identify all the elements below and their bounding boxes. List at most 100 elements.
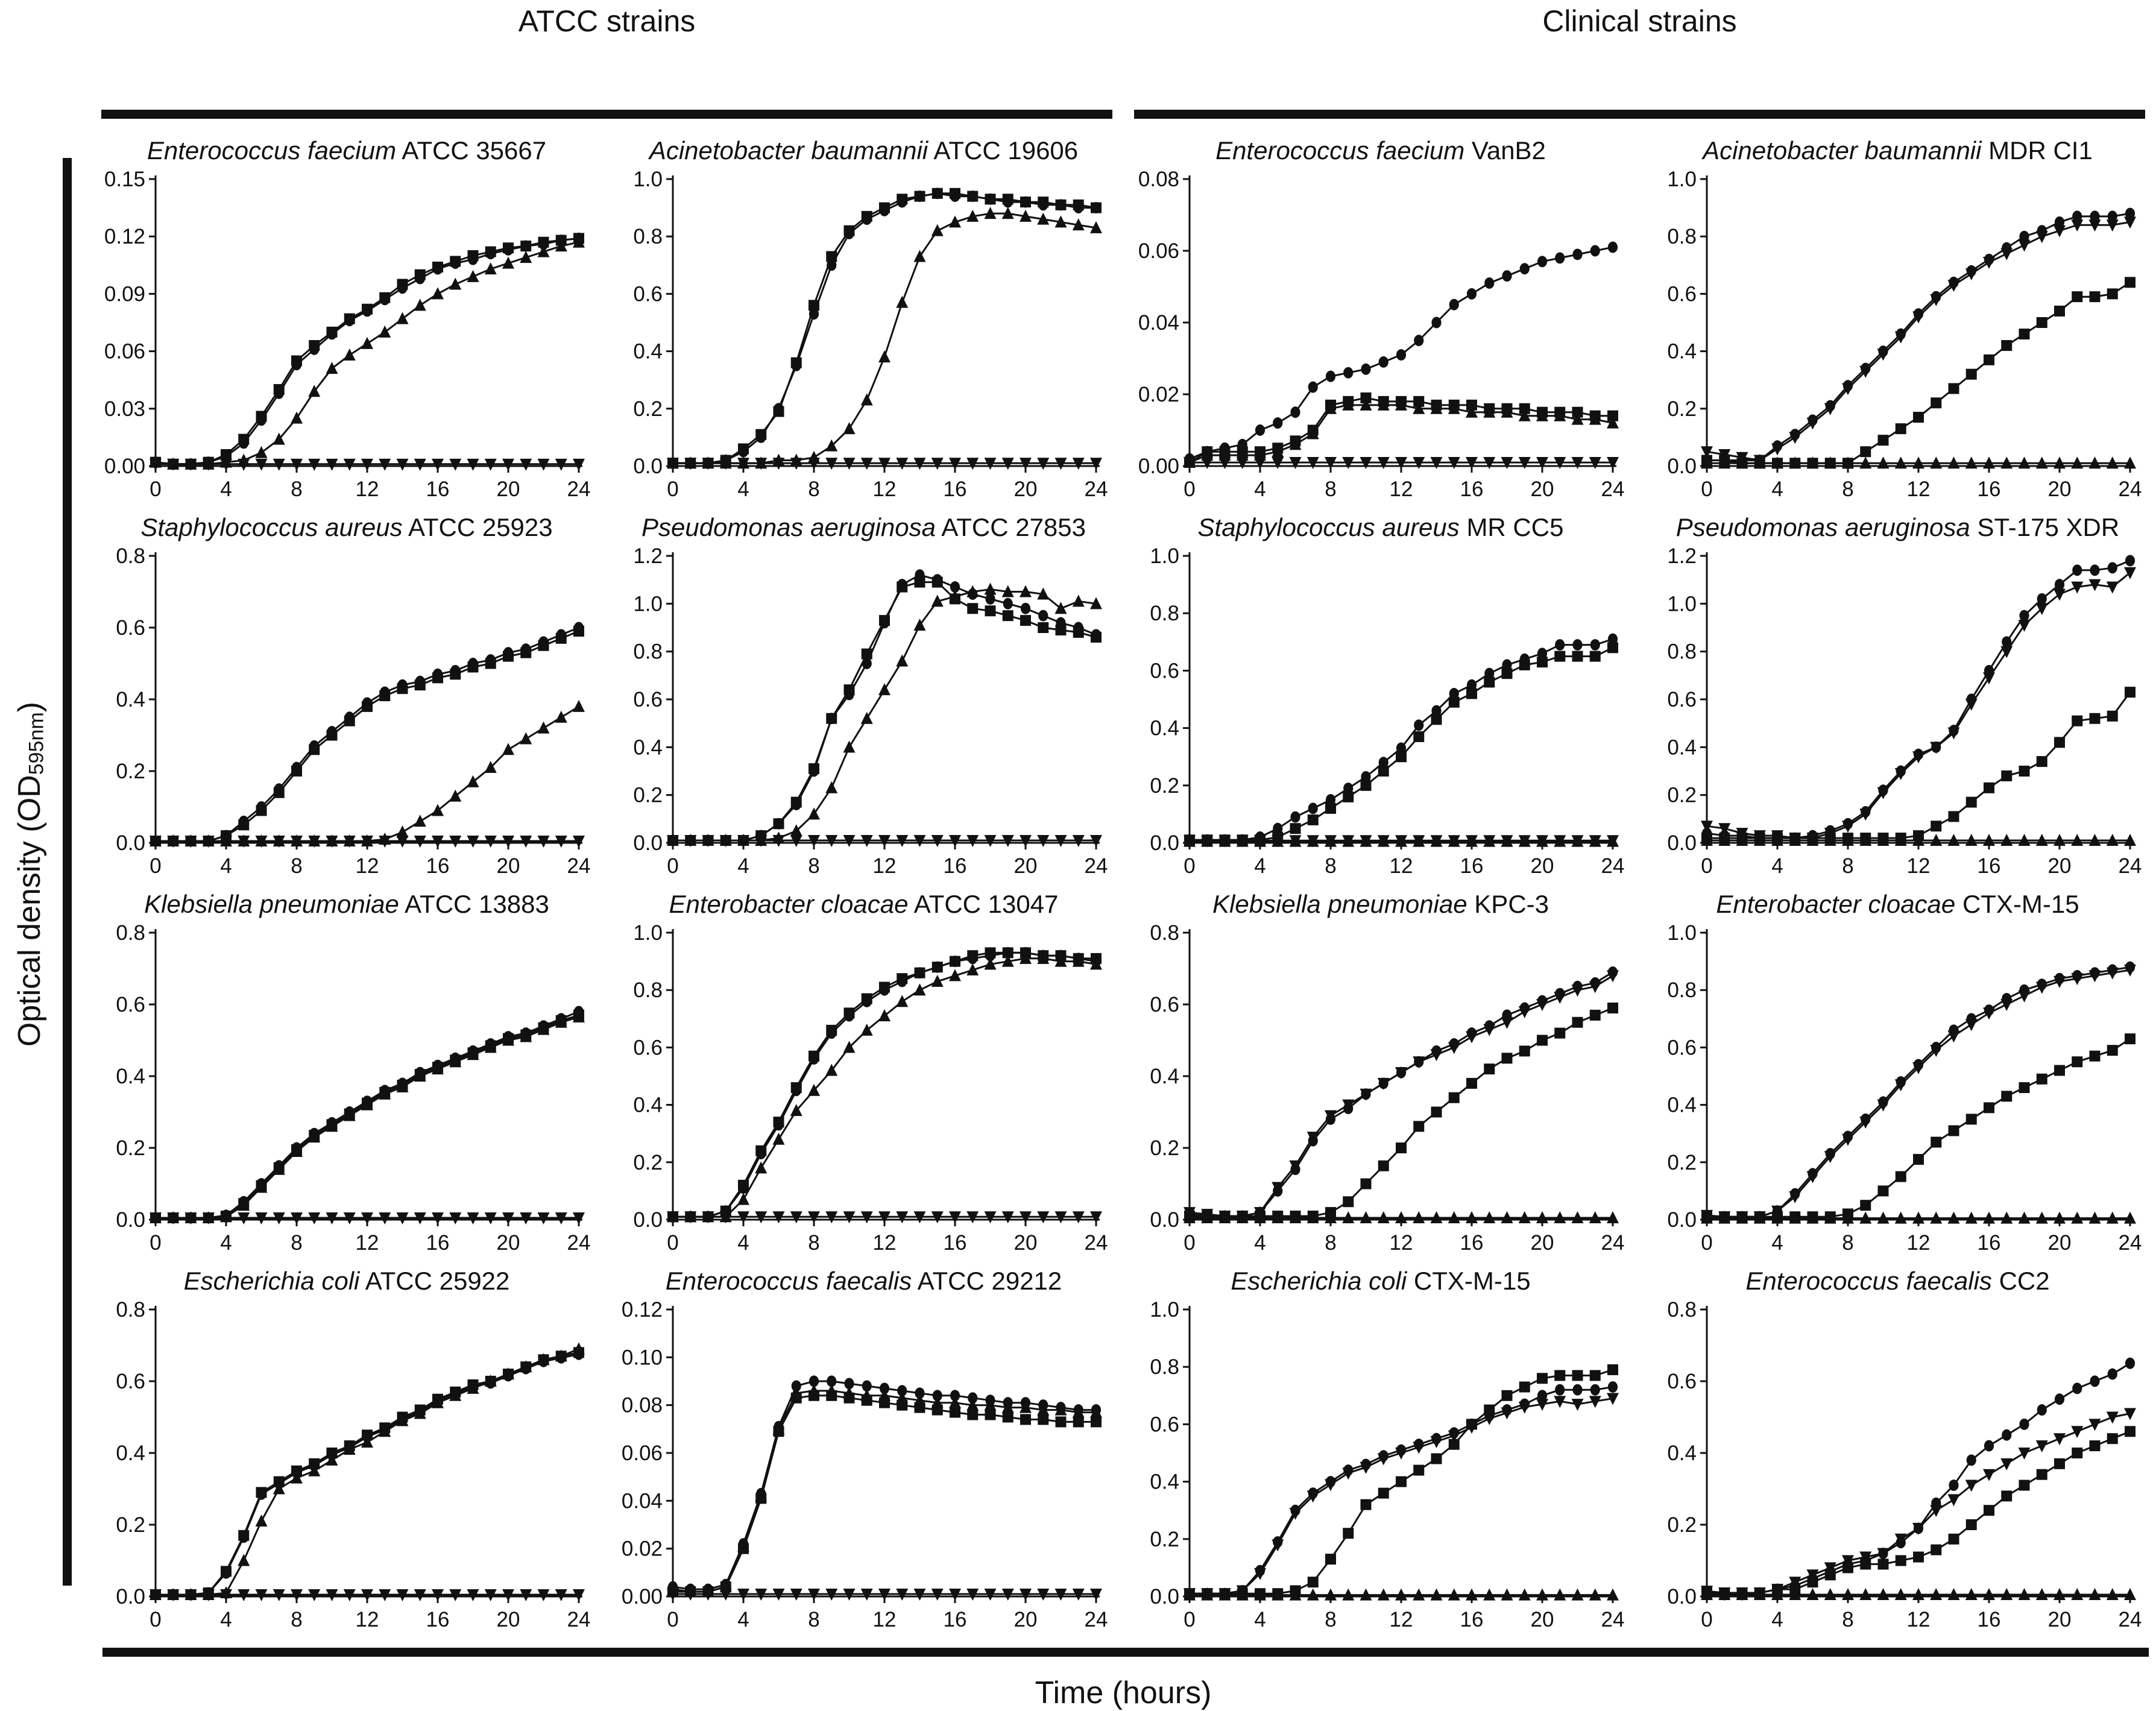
marker-triangle-down-icon bbox=[1089, 1211, 1102, 1224]
marker-triangle-down-icon bbox=[1342, 835, 1355, 848]
marker-triangle-down-icon bbox=[684, 835, 696, 848]
x-tick-label: 0 bbox=[667, 854, 678, 878]
marker-triangle-up-icon bbox=[843, 422, 855, 435]
x-tick-label: 8 bbox=[808, 1231, 819, 1255]
marker-triangle-up-icon bbox=[1501, 405, 1513, 418]
marker-triangle-up-icon bbox=[1430, 1588, 1443, 1601]
plot-title-strain: ATCC 35667 bbox=[396, 136, 547, 165]
marker-triangle-down-icon bbox=[1377, 457, 1390, 470]
y-tick-label: 0.4 bbox=[633, 1094, 663, 1117]
marker-circle-icon bbox=[468, 253, 478, 265]
marker-triangle-down-icon bbox=[1571, 835, 1584, 848]
plot-title-strain: ATCC 13047 bbox=[908, 890, 1059, 918]
marker-triangle-down-icon bbox=[1236, 835, 1249, 848]
y-tick-label: 0.2 bbox=[1667, 397, 1697, 421]
marker-triangle-up-icon bbox=[2035, 1211, 2048, 1224]
x-tick-label: 16 bbox=[943, 477, 966, 501]
marker-triangle-down-icon bbox=[273, 1212, 285, 1225]
marker-triangle-up-icon bbox=[2123, 456, 2136, 469]
marker-triangle-down-icon bbox=[1001, 1589, 1014, 1601]
x-tick-label: 20 bbox=[1013, 477, 1037, 501]
y-tick-label: 1.2 bbox=[1667, 544, 1697, 568]
marker-circle-icon bbox=[808, 1053, 819, 1065]
marker-circle-icon bbox=[1537, 256, 1548, 268]
marker-triangle-down-icon bbox=[1289, 835, 1302, 848]
marker-triangle-up-icon bbox=[520, 1030, 532, 1042]
marker-circle-icon bbox=[274, 387, 284, 399]
marker-square-icon bbox=[1073, 1416, 1084, 1428]
marker-triangle-down-icon bbox=[1589, 457, 1601, 470]
marker-triangle-down-icon bbox=[326, 1212, 338, 1225]
marker-triangle-up-icon bbox=[502, 1367, 514, 1380]
marker-square-icon bbox=[790, 1392, 802, 1404]
marker-triangle-up-icon bbox=[1289, 1588, 1302, 1601]
marker-square-icon bbox=[1572, 406, 1583, 418]
marker-triangle-down-icon bbox=[2018, 239, 2030, 252]
marker-triangle-down-icon bbox=[1841, 821, 1854, 833]
marker-triangle-down-icon bbox=[825, 835, 837, 848]
marker-square-icon bbox=[1431, 714, 1442, 725]
marker-triangle-down-icon bbox=[1201, 457, 1214, 470]
marker-circle-icon bbox=[950, 1390, 960, 1402]
plot-title-strain: KPC-3 bbox=[1467, 890, 1549, 918]
marker-triangle-up-icon bbox=[1859, 834, 1871, 846]
marker-square-icon bbox=[1948, 1125, 1959, 1136]
y-tick-label: 1.2 bbox=[633, 544, 663, 568]
marker-square-icon bbox=[1501, 1053, 1513, 1064]
marker-triangle-up-icon bbox=[1001, 1401, 1014, 1413]
y-tick-label: 0.2 bbox=[116, 1136, 145, 1160]
y-axis-label: Optical density (OD595nm) bbox=[11, 702, 48, 1047]
plot-title-strain: ATCC 25922 bbox=[359, 1267, 510, 1295]
marker-triangle-down-icon bbox=[825, 1589, 837, 1601]
marker-triangle-down-icon bbox=[238, 836, 250, 848]
plot-title: Acinetobacter baumannii ATCC 19606 bbox=[608, 134, 1120, 167]
marker-circle-icon bbox=[485, 654, 496, 666]
y-tick-label: 0.6 bbox=[116, 616, 145, 640]
marker-triangle-down-icon bbox=[1607, 970, 1619, 983]
x-tick-label: 8 bbox=[1325, 477, 1336, 501]
plot-title: Staphylococcus aureus MR CC5 bbox=[1124, 511, 1637, 544]
marker-triangle-up-icon bbox=[1736, 1211, 1748, 1224]
marker-triangle-up-icon bbox=[878, 683, 890, 696]
x-tick-label: 8 bbox=[1842, 854, 1853, 878]
series-line-square bbox=[672, 1394, 1096, 1593]
marker-triangle-down-icon bbox=[1036, 458, 1049, 470]
x-tick-label: 24 bbox=[1084, 1231, 1108, 1255]
y-tick-label: 0.0 bbox=[1667, 831, 1697, 855]
marker-triangle-down-icon bbox=[167, 836, 180, 848]
marker-triangle-down-icon bbox=[573, 1589, 585, 1602]
series-line-circle bbox=[156, 626, 579, 842]
x-tick-label: 8 bbox=[1325, 1231, 1336, 1255]
marker-triangle-up-icon bbox=[502, 256, 514, 269]
plot-title-species: Klebsiella pneumoniae bbox=[144, 890, 399, 918]
marker-circle-icon bbox=[1607, 1381, 1618, 1393]
marker-triangle-down-icon bbox=[1982, 1469, 1995, 1481]
marker-circle-icon bbox=[1590, 1384, 1600, 1396]
y-tick-label: 0.10 bbox=[621, 1346, 662, 1369]
marker-triangle-down-icon bbox=[1089, 1589, 1102, 1601]
marker-circle-icon bbox=[738, 1182, 748, 1194]
plot-title-strain: MR CC5 bbox=[1459, 513, 1564, 541]
marker-triangle-down-icon bbox=[537, 1589, 550, 1602]
marker-circle-icon bbox=[808, 765, 819, 777]
marker-triangle-up-icon bbox=[1877, 1588, 1889, 1601]
marker-square-icon bbox=[737, 1543, 749, 1554]
marker-triangle-down-icon bbox=[326, 836, 338, 848]
marker-triangle-down-icon bbox=[878, 1589, 890, 1601]
marker-triangle-up-icon bbox=[2018, 456, 2030, 469]
marker-triangle-up-icon bbox=[343, 1443, 356, 1455]
marker-circle-icon bbox=[1431, 317, 1442, 329]
x-tick-label: 0 bbox=[1701, 1231, 1712, 1255]
marker-triangle-up-icon bbox=[291, 411, 303, 424]
marker-triangle-down-icon bbox=[2106, 581, 2119, 594]
y-tick-label: 0.8 bbox=[1150, 921, 1179, 945]
marker-triangle-down-icon bbox=[737, 1589, 749, 1601]
y-tick-label: 0.2 bbox=[116, 760, 145, 783]
marker-square-icon bbox=[1307, 1577, 1319, 1588]
marker-triangle-up-icon bbox=[1089, 957, 1102, 970]
marker-triangle-down-icon bbox=[573, 458, 585, 471]
marker-triangle-up-icon bbox=[1307, 427, 1319, 440]
marker-triangle-up-icon bbox=[273, 432, 285, 445]
marker-circle-icon bbox=[1020, 602, 1030, 614]
x-tick-label: 20 bbox=[2047, 854, 2071, 878]
